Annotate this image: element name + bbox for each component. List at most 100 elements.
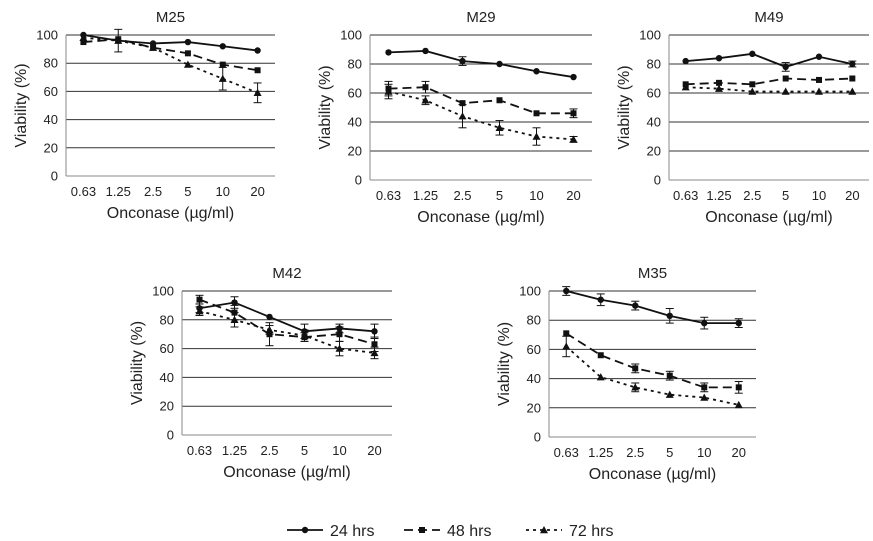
data-point (422, 84, 429, 91)
chart-m35: 0 20 40 60 80 100 0.63 1.25 2.5 5 10 20 M35 Onconase … (496, 265, 756, 483)
series-line (83, 38, 258, 72)
y-tick-label: 100 (639, 28, 661, 43)
data-point (849, 75, 856, 82)
y-tick-label: 20 (348, 144, 362, 159)
data-point (265, 325, 274, 334)
series-24-hrs (195, 296, 379, 340)
data-point (701, 319, 708, 327)
data-point (563, 330, 570, 337)
x-tick-label: 0.63 (376, 188, 401, 203)
chart-m49: 0 20 40 60 80 100 0.63 1.25 2.5 5 10 20 M49 Onconase … (616, 9, 869, 226)
data-point (748, 87, 757, 95)
y-axis-label: Viability (%) (496, 322, 513, 406)
x-tick-label: 5 (666, 445, 673, 460)
x-tick-label: 20 (250, 184, 264, 199)
x-tick-label: 0.63 (554, 445, 579, 460)
chart-title: M29 (466, 9, 495, 26)
series-line (566, 290, 739, 325)
y-tick-label: 40 (527, 371, 541, 386)
data-point (459, 57, 466, 65)
series-line (83, 34, 258, 52)
data-point (384, 87, 393, 95)
series-72-hrs (195, 306, 379, 360)
data-point (183, 60, 192, 68)
x-axis-label: Onconase (µg/ml) (417, 209, 544, 226)
y-tick-label: 80 (527, 313, 541, 328)
data-point (734, 400, 743, 409)
x-tick-label: 0.63 (71, 184, 96, 199)
y-tick-label: 80 (160, 312, 174, 327)
y-tick-label: 40 (44, 112, 58, 127)
data-point (371, 328, 378, 335)
x-axis-label: Onconase (µg/ml) (589, 466, 716, 483)
y-tick-label: 0 (534, 430, 541, 445)
series-line (388, 50, 574, 78)
x-tick-label: 2.5 (260, 443, 278, 458)
y-axis-label: Viability (%) (317, 65, 334, 149)
series-72-hrs (681, 83, 857, 95)
data-point (532, 132, 541, 140)
data-point (336, 331, 343, 338)
x-tick-label: 0.63 (673, 188, 698, 203)
chart-m29: 0 20 40 60 80 100 0.63 1.25 2.5 5 10 20 M29 Onconase … (317, 9, 592, 226)
y-tick-label: 60 (348, 86, 362, 101)
data-point (681, 83, 690, 91)
data-point (665, 390, 674, 398)
data-point (632, 365, 639, 372)
x-tick-label: 10 (697, 445, 711, 460)
chart-title: M25 (156, 9, 185, 26)
data-point (371, 341, 378, 348)
x-tick-label: 1.25 (222, 443, 247, 458)
y-tick-label: 60 (44, 84, 58, 99)
data-point (459, 100, 466, 107)
y-tick-label: 80 (348, 57, 362, 72)
legend-label: 72 hrs (569, 523, 613, 540)
y-tick-label: 100 (36, 28, 58, 43)
chart-m42: 0 20 40 60 80 100 0.63 1.25 2.5 5 10 20 M42 Onconase … (129, 265, 392, 481)
x-tick-label: 20 (566, 188, 580, 203)
chart-title: M35 (638, 265, 667, 282)
x-tick-label: 1.25 (706, 188, 731, 203)
x-tick-label: 10 (812, 188, 826, 203)
data-point (370, 348, 379, 357)
legend-marker (540, 526, 548, 534)
data-point (735, 319, 742, 327)
data-point (254, 67, 261, 74)
y-axis-label: Viability (%) (13, 63, 30, 147)
series-72-hrs (384, 83, 578, 146)
data-point (422, 47, 429, 55)
data-point (570, 73, 577, 81)
data-point (335, 344, 344, 352)
data-point (700, 393, 709, 401)
data-point (253, 88, 262, 97)
x-axis-label: Onconase (µg/ml) (107, 205, 234, 222)
data-point (815, 87, 823, 95)
x-tick-label: 2.5 (144, 184, 162, 199)
x-tick-label: 10 (529, 188, 543, 203)
data-point (782, 63, 789, 71)
series-line (199, 298, 375, 346)
x-tick-label: 2.5 (626, 445, 644, 460)
data-point (80, 39, 87, 46)
data-point (597, 352, 604, 359)
data-point (195, 307, 204, 315)
y-tick-label: 80 (44, 56, 58, 71)
chart-title: M42 (272, 265, 301, 282)
series-line (83, 36, 258, 94)
data-point (716, 79, 722, 86)
charts-area: 0 20 40 60 80 100 0.63 1.25 2.5 5 10 20 M25 Onconase … (13, 9, 869, 483)
data-point (849, 60, 856, 68)
series-24-hrs (385, 47, 577, 81)
data-point (219, 61, 226, 68)
data-point (715, 84, 723, 92)
data-point (266, 313, 273, 321)
legend-marker (419, 527, 425, 533)
y-tick-label: 40 (647, 115, 661, 130)
y-axis-label: Viability (%) (616, 65, 633, 149)
data-point (782, 75, 789, 82)
y-tick-label: 40 (348, 115, 362, 130)
x-axis-label: Onconase (µg/ml) (223, 464, 350, 481)
legend-label: 24 hrs (330, 523, 374, 540)
data-point (569, 135, 578, 143)
